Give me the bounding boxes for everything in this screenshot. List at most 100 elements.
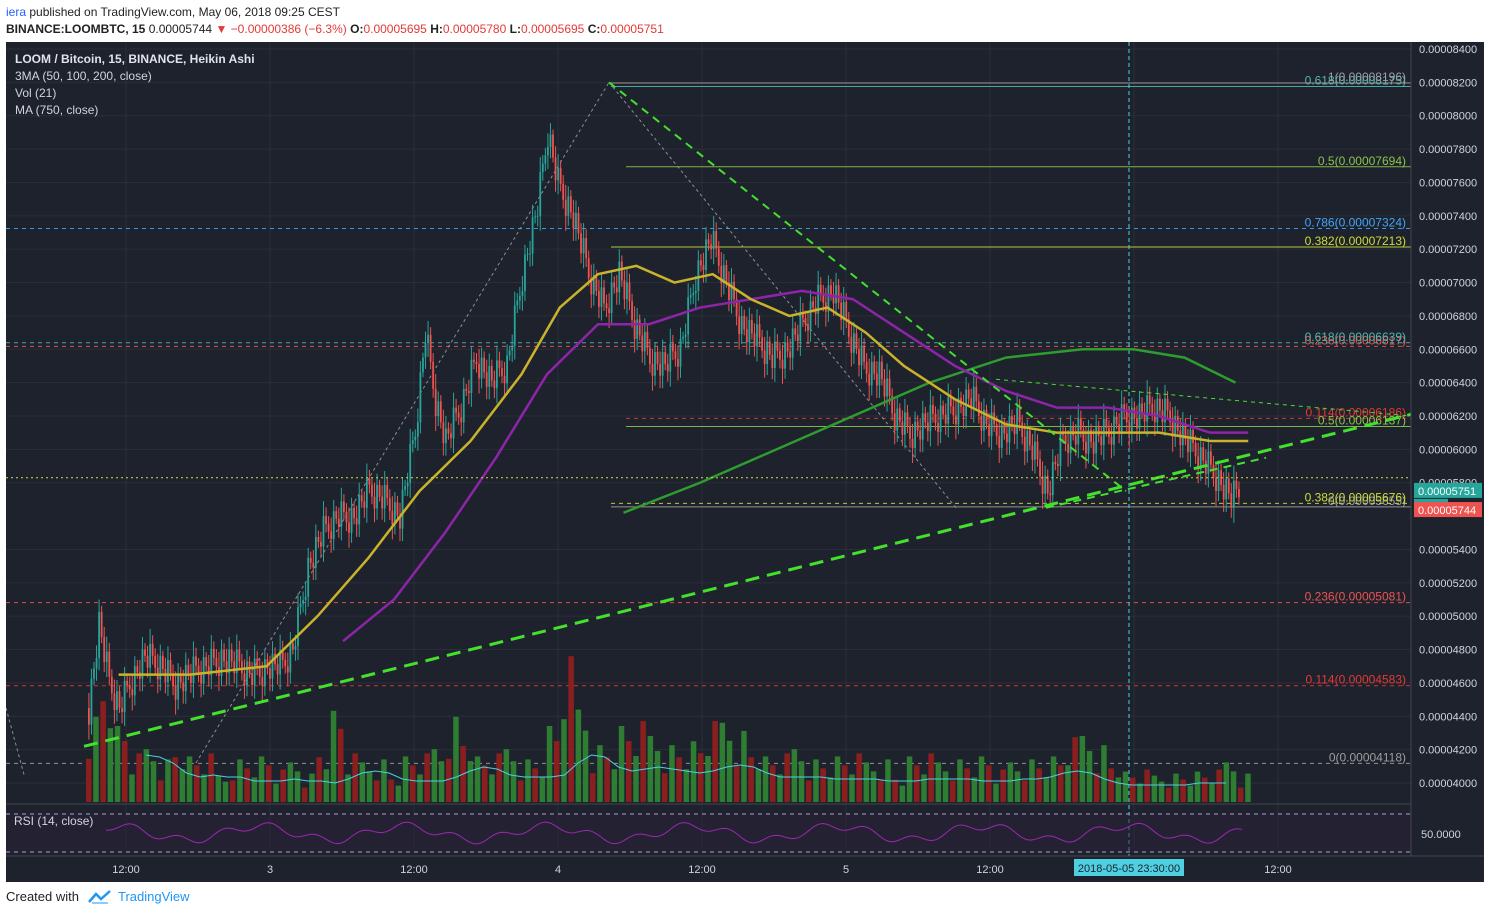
volume-bar <box>1014 771 1021 802</box>
candle-body <box>202 657 205 684</box>
candle-body <box>893 413 896 431</box>
time-tick: 12:00 <box>688 864 716 876</box>
measure-line <box>6 707 25 775</box>
candle-body <box>90 678 93 725</box>
volume-bar <box>856 753 862 802</box>
candle-body <box>633 320 636 339</box>
time-highlight-label: 2018-05-05 23:30:00 <box>1078 863 1180 875</box>
candle-body <box>1046 475 1049 494</box>
ma3-legend[interactable]: 3MA (50, 100, 200, close) <box>15 69 152 83</box>
candle-body <box>564 199 567 216</box>
candle-body <box>516 300 519 306</box>
candle-body <box>1215 477 1217 492</box>
candle-body <box>388 498 391 512</box>
candle-body <box>643 331 646 352</box>
candle-body <box>131 689 134 696</box>
candle-body <box>355 518 358 525</box>
volume-bar <box>633 756 639 802</box>
candle-body <box>1085 441 1087 454</box>
volume-bar <box>417 774 423 802</box>
candle-body <box>256 658 259 668</box>
volume-bar <box>1036 768 1042 802</box>
candle-body <box>445 428 447 444</box>
candle-body <box>184 664 187 692</box>
ma750-legend[interactable]: MA (750, close) <box>15 103 99 117</box>
series-title[interactable]: LOOM / Bitcoin, 15, BINANCE, Heikin Ashi <box>15 52 255 66</box>
candle-body <box>1174 416 1177 437</box>
candle-body <box>1153 413 1156 423</box>
volume-bar <box>676 757 682 802</box>
price-tick: 0.00005400 <box>1419 544 1477 556</box>
candle-body <box>911 438 914 448</box>
candle-body <box>572 212 575 229</box>
candle-body <box>1049 493 1052 496</box>
volume-bar <box>1000 769 1006 802</box>
candle-body <box>381 496 384 509</box>
candle-body <box>429 334 432 362</box>
candle-body <box>320 541 322 547</box>
candle-body <box>113 693 116 711</box>
candle-body <box>488 365 491 387</box>
price-tick: 0.00005200 <box>1419 578 1477 590</box>
candle-body <box>159 655 162 680</box>
candle-body <box>626 282 628 300</box>
chart-canvas[interactable]: 0.618(0.00008175)1(0.00008196) 0.5(0.0000… <box>6 42 1484 882</box>
candle-body <box>432 361 435 389</box>
candle-body <box>174 686 177 700</box>
candle-body <box>358 495 361 525</box>
candle-body <box>1072 426 1075 436</box>
candle-body <box>802 311 804 318</box>
candle-body <box>1128 422 1131 433</box>
volume-bar <box>503 749 510 802</box>
price-tick: 0.00006200 <box>1419 411 1477 423</box>
price-tick: 0.00004800 <box>1419 645 1477 657</box>
candle-body <box>1018 407 1021 423</box>
candle-body <box>110 676 113 694</box>
candle-body <box>1069 426 1072 453</box>
volume-bar <box>122 741 128 802</box>
indicator-legend: LOOM / Bitcoin, 15, BINANCE, Heikin Ashi… <box>15 51 255 119</box>
candle-body <box>967 389 970 399</box>
author-link[interactable]: iera <box>6 5 27 19</box>
candle-body <box>669 343 672 372</box>
candle-body <box>896 408 899 431</box>
candle-body <box>587 258 590 279</box>
candle-body <box>664 352 667 364</box>
volume-bar <box>251 777 258 802</box>
candle-body <box>383 484 386 509</box>
volume-legend[interactable]: Vol (21) <box>15 86 57 100</box>
candle-body <box>661 352 664 376</box>
volume-bar <box>813 759 819 802</box>
volume-bar <box>366 771 373 802</box>
candle-body <box>350 507 353 533</box>
candle-body <box>1235 480 1238 489</box>
candle-body <box>161 655 164 670</box>
candle-body <box>919 430 922 440</box>
fib-label: 1(0.00008196) <box>1328 70 1406 84</box>
time-tick: 4 <box>555 864 561 876</box>
candle-body <box>656 352 659 364</box>
price-tick: 0.00004000 <box>1419 778 1477 790</box>
candle-body <box>1006 433 1008 443</box>
tradingview-link[interactable]: TradingView <box>118 889 190 904</box>
chart-area[interactable]: 0.618(0.00008175) 1(0.00008196) 0.5(0.0000… <box>6 42 1484 882</box>
candle-body <box>1036 441 1039 460</box>
volume-bar <box>798 761 805 802</box>
volume-bar <box>323 769 330 802</box>
volume-bar <box>683 769 690 802</box>
candle-body <box>233 661 236 674</box>
candle-body <box>766 341 769 364</box>
volume-bar <box>172 757 178 802</box>
candle-body <box>427 334 429 344</box>
candle-body <box>651 363 654 376</box>
publish-info: iera published on TradingView.com, May 0… <box>6 5 340 19</box>
volume-bar <box>568 656 574 802</box>
candle-body <box>720 265 723 284</box>
candle-body <box>700 260 702 266</box>
volume-bar <box>618 726 625 802</box>
candle-body <box>758 324 761 338</box>
candle-body <box>580 233 582 254</box>
volume-bar <box>698 753 704 802</box>
volume-bar <box>330 710 337 802</box>
candle-body <box>898 408 901 422</box>
